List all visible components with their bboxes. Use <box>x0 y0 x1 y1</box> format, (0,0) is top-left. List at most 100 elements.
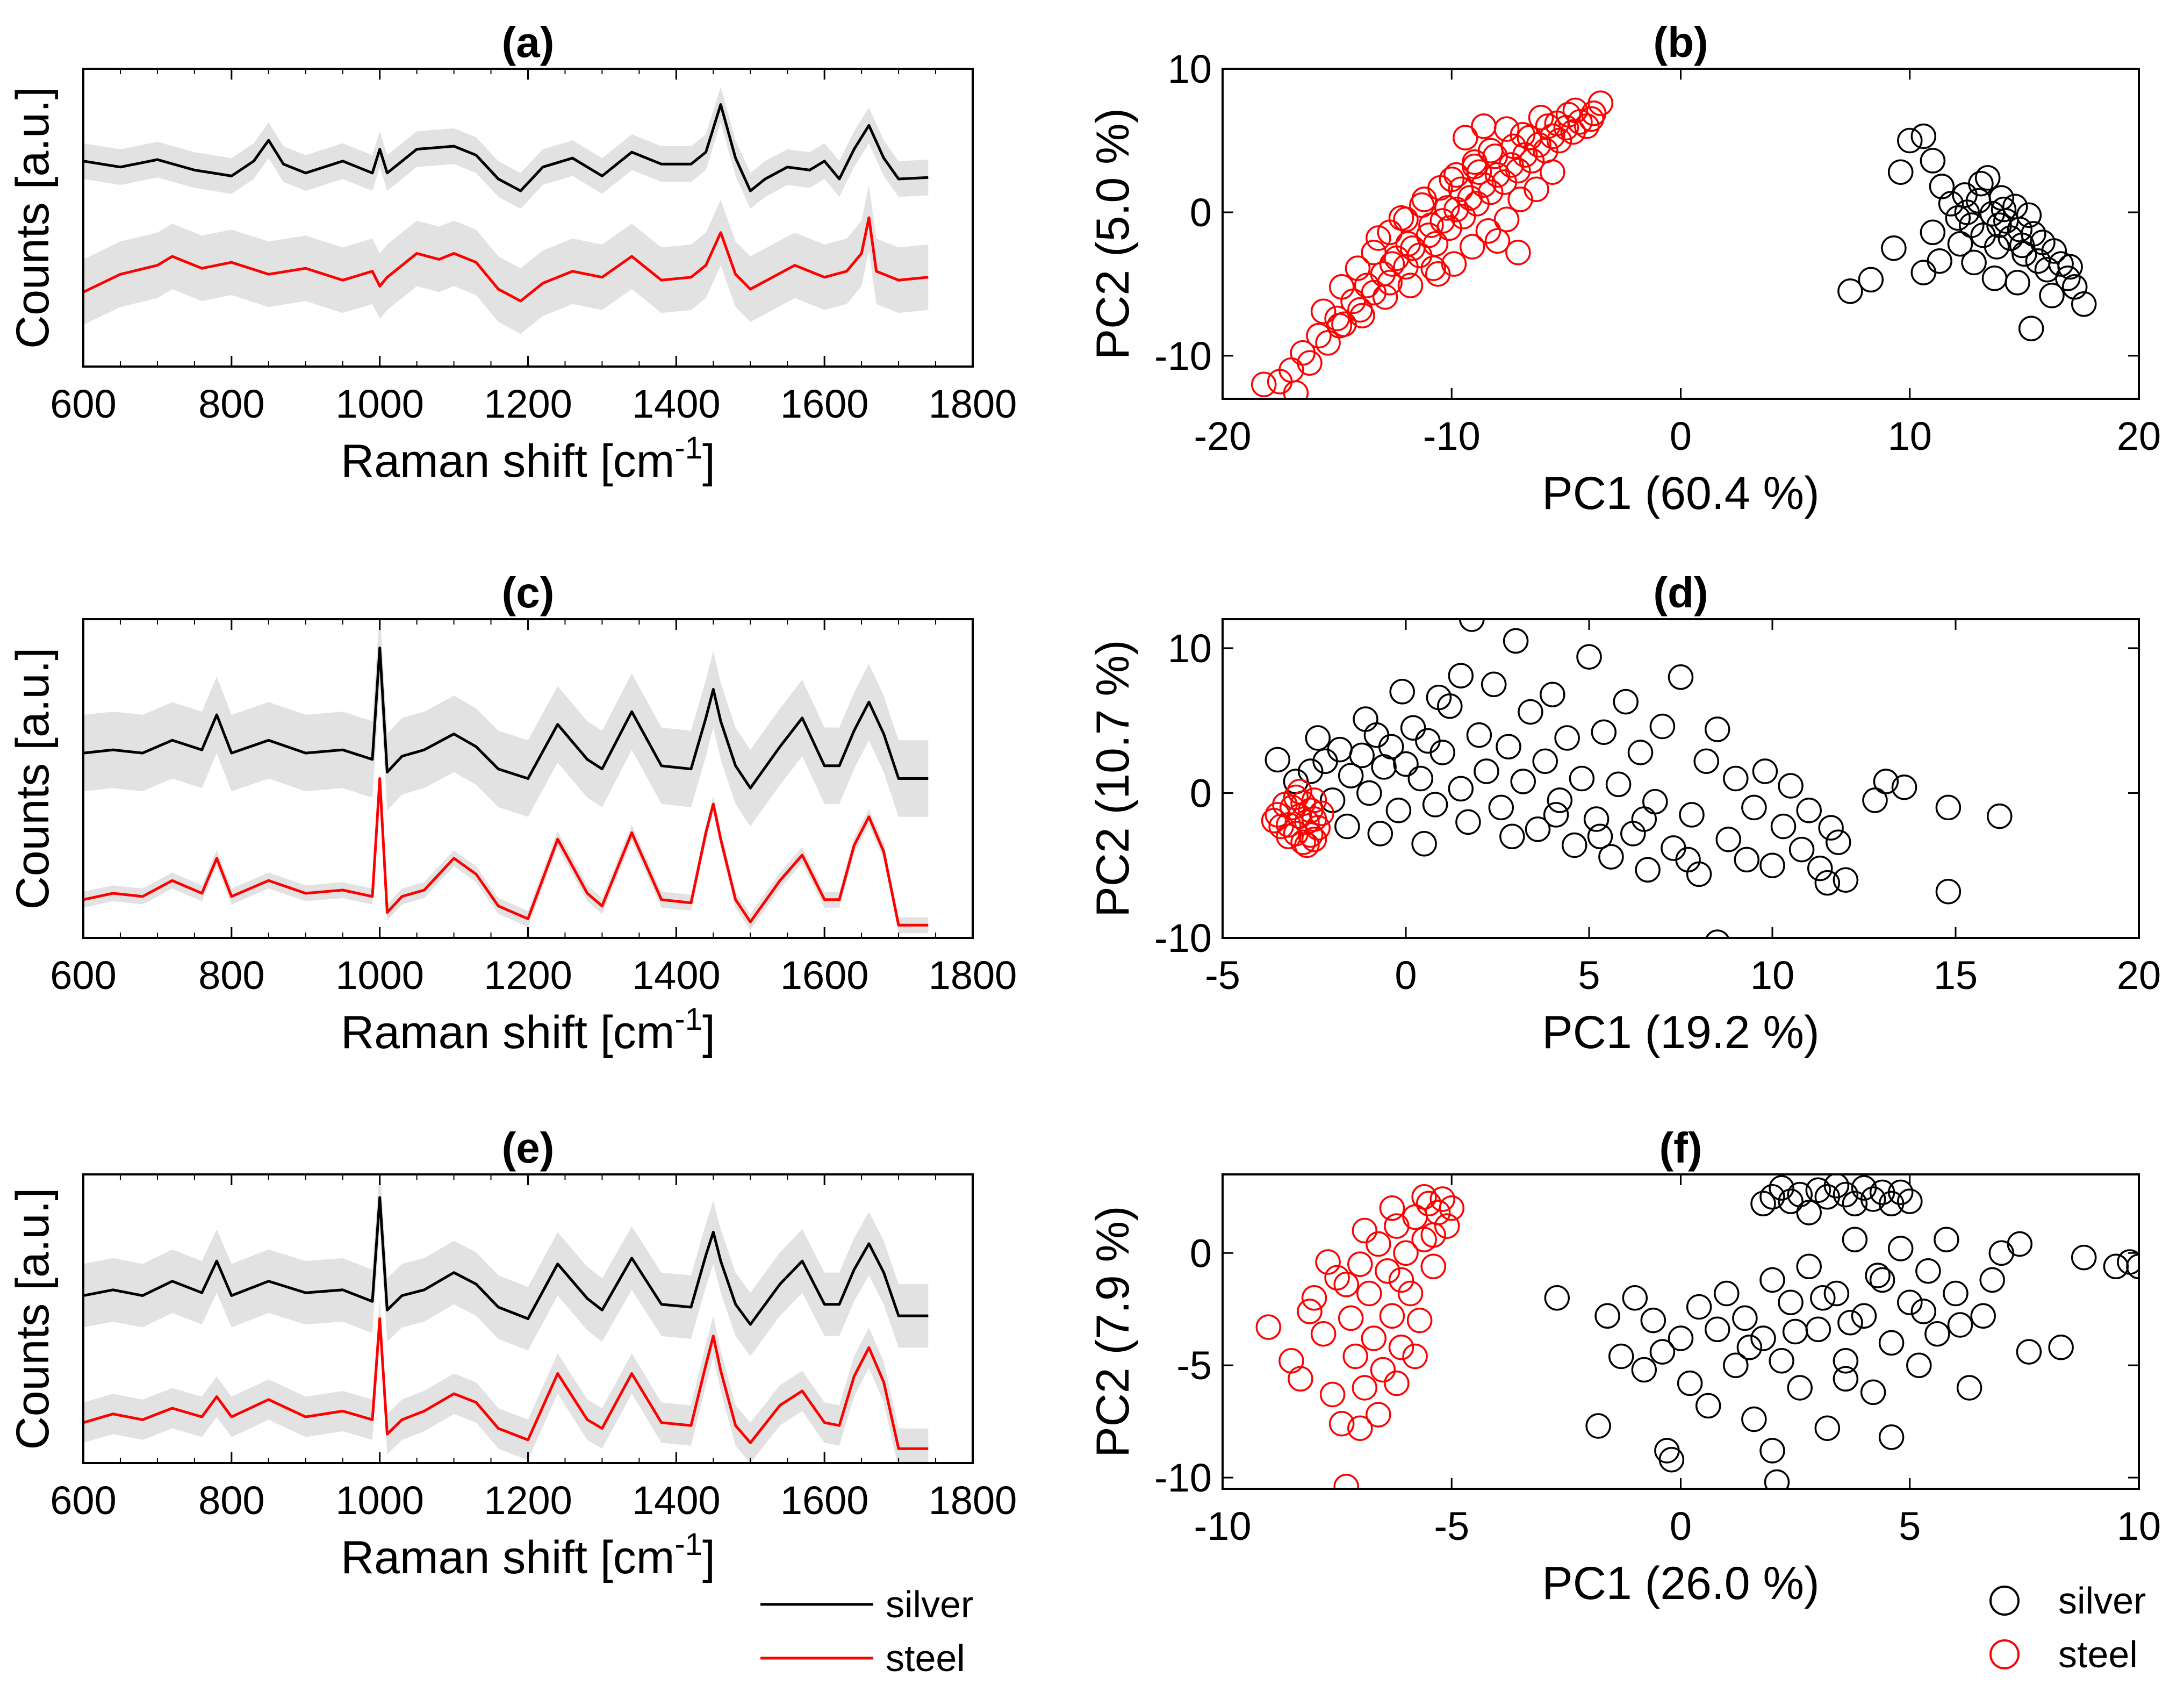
x-tick-label: 20 <box>2117 414 2161 458</box>
point-silver <box>1714 1280 1740 1307</box>
point-silver <box>1865 1263 1891 1288</box>
plot-area <box>1251 90 2097 399</box>
point-steel <box>1326 313 1353 339</box>
point-steel <box>1301 826 1327 852</box>
x-axis-label-text: PC1 (60.4 %) <box>1542 468 1819 519</box>
panel-b: -20 -10 0 10 20 -10 0 10 (b) PC1 (60.4 %) PC2 (5.0… <box>1087 18 2161 519</box>
point-silver <box>1851 1303 1877 1329</box>
point-steel <box>1411 1184 1437 1210</box>
point-steel <box>1379 1303 1405 1329</box>
x-tick-label: 1200 <box>484 382 572 426</box>
point-steel <box>1477 138 1504 163</box>
point-silver <box>1448 776 1474 802</box>
point-silver <box>1736 1335 1763 1360</box>
point-steel <box>1555 102 1582 128</box>
point-silver <box>1679 802 1705 828</box>
point-silver <box>1981 266 2008 291</box>
point-steel <box>1349 303 1375 328</box>
point-steel <box>1261 807 1287 834</box>
point-steel <box>1540 159 1565 185</box>
point-steel <box>1342 1343 1368 1370</box>
plot-area <box>1255 1174 2139 1489</box>
x-tick-label: 600 <box>50 1478 116 1523</box>
point-steel <box>1484 228 1511 254</box>
point-silver <box>1842 1191 1868 1217</box>
point-steel <box>1450 204 1476 230</box>
point-steel <box>1309 800 1334 826</box>
point-steel <box>1505 157 1531 184</box>
point-steel <box>1402 1343 1428 1370</box>
point-silver <box>1631 806 1657 832</box>
point-steel <box>1255 1314 1282 1340</box>
point-silver <box>1715 826 1741 852</box>
point-silver <box>1658 1446 1685 1473</box>
point-silver <box>1842 1227 1868 1252</box>
point-silver <box>1466 722 1492 748</box>
point-silver <box>2018 316 2044 341</box>
point-silver <box>1488 794 1514 821</box>
point-silver <box>1910 260 1937 285</box>
point-steel <box>1283 784 1309 811</box>
point-steel <box>1423 231 1449 257</box>
point-steel <box>1505 239 1531 266</box>
point-steel <box>1493 206 1520 233</box>
panel-title: (f) <box>1659 1124 1702 1172</box>
point-silver <box>2039 283 2065 309</box>
point-silver <box>1988 1240 2015 1266</box>
y-axis-label: Counts [a.u.] <box>7 87 59 349</box>
x-tick-label: 1600 <box>780 953 869 998</box>
point-silver <box>1631 1357 1657 1383</box>
point-steel <box>1333 1474 1359 1489</box>
point-silver <box>1693 748 1719 774</box>
point-silver <box>1356 780 1382 806</box>
point-silver <box>1640 1307 1666 1333</box>
point-steel <box>1388 205 1414 231</box>
point-steel <box>1328 274 1355 300</box>
point-steel <box>1377 270 1403 296</box>
point-silver <box>1750 1191 1776 1217</box>
point-steel <box>1477 179 1504 205</box>
point-silver <box>1769 1175 1794 1201</box>
point-silver <box>1544 1285 1570 1311</box>
point-silver <box>1327 736 1353 763</box>
point-steel <box>1420 255 1446 281</box>
point-silver <box>1591 719 1617 745</box>
point-silver <box>1704 716 1730 742</box>
x-axis-label-end: ] <box>702 1532 715 1583</box>
point-silver <box>1642 788 1668 815</box>
point-silver <box>1759 1184 1785 1210</box>
panel-c: 600 800 1000 1200 1400 1600 1800 (c) Raman shift… <box>7 569 1017 1058</box>
point-steel <box>1372 284 1398 310</box>
point-steel <box>1333 1272 1359 1297</box>
point-silver <box>1788 836 1815 863</box>
point-silver <box>1732 1305 1758 1331</box>
point-silver <box>1400 715 1426 741</box>
point-silver <box>1654 1438 1680 1464</box>
point-steel <box>1395 231 1421 257</box>
x-axis-label-sup: -1 <box>674 1527 702 1562</box>
x-axis-label-text: PC1 (26.0 %) <box>1542 1558 1819 1609</box>
point-steel <box>1366 225 1391 251</box>
series-line-steel <box>83 1317 929 1450</box>
point-silver <box>1305 725 1331 751</box>
point-steel <box>1287 779 1312 805</box>
point-silver <box>2103 1253 2129 1280</box>
point-silver <box>1887 159 1914 185</box>
x-tick-label: 1400 <box>632 382 721 426</box>
point-silver <box>1986 212 2012 238</box>
point-silver <box>1935 794 1962 821</box>
point-steel <box>1297 1299 1323 1324</box>
point-silver <box>1349 742 1375 769</box>
series-line-silver <box>83 103 929 192</box>
point-steel <box>1294 832 1320 858</box>
panel-title: (e) <box>502 1124 555 1172</box>
point-silver <box>1585 1413 1611 1439</box>
point-steel <box>1524 176 1549 202</box>
x-tick-label: -10 <box>1194 1504 1252 1548</box>
point-silver <box>2048 251 2074 277</box>
point-silver <box>1385 798 1412 823</box>
axes-frame <box>1222 618 2140 939</box>
point-silver <box>1635 857 1661 883</box>
point-silver <box>2071 291 2097 317</box>
point-silver <box>1704 1316 1730 1343</box>
